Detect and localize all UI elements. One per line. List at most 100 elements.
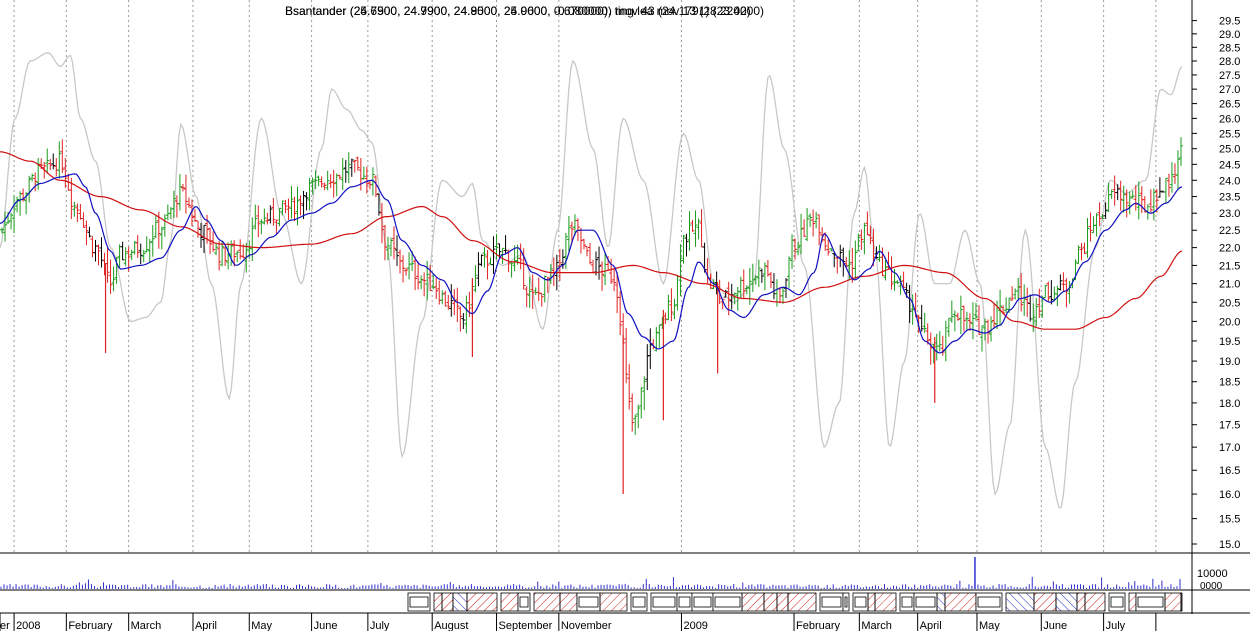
price-axis-label: 18.0 bbox=[1219, 398, 1240, 410]
price-bar bbox=[1166, 173, 1171, 197]
price-bar bbox=[180, 183, 185, 192]
event-strip-inner bbox=[977, 596, 1001, 608]
price-bar bbox=[979, 325, 984, 352]
price-bar bbox=[30, 173, 35, 182]
price-bar bbox=[147, 238, 152, 263]
event-strip-box bbox=[819, 592, 844, 612]
price-bar bbox=[530, 274, 535, 309]
event-strip-box bbox=[576, 592, 601, 612]
price-bar bbox=[162, 214, 167, 237]
month-label: 2009 bbox=[683, 620, 707, 631]
price-bar bbox=[482, 247, 487, 268]
price-bar bbox=[587, 242, 592, 265]
month-label: March bbox=[861, 620, 892, 631]
price-bar bbox=[672, 298, 677, 320]
event-strip-box bbox=[407, 592, 431, 612]
event-strip-box bbox=[1084, 592, 1106, 612]
price-axis-label: 27.5 bbox=[1219, 70, 1240, 82]
price-bar bbox=[1031, 303, 1036, 332]
price-bar bbox=[289, 186, 294, 219]
price-bar bbox=[687, 211, 692, 251]
price-axis-label: 15.0 bbox=[1219, 539, 1240, 551]
price-bar bbox=[732, 292, 737, 305]
price-bar bbox=[735, 286, 740, 311]
event-strip bbox=[407, 592, 1183, 612]
price-axis-label: 24.0 bbox=[1219, 175, 1240, 187]
price-bar bbox=[81, 212, 86, 228]
event-strip-box bbox=[944, 592, 977, 612]
price-bar bbox=[449, 284, 454, 317]
price-bar bbox=[518, 243, 523, 270]
event-strip-box bbox=[533, 592, 561, 612]
price-bar bbox=[826, 239, 831, 256]
price-bar bbox=[741, 269, 746, 300]
price-bar bbox=[1115, 184, 1120, 201]
price-bar bbox=[337, 174, 342, 180]
price-bar bbox=[60, 139, 65, 174]
price-bar bbox=[340, 157, 345, 191]
event-strip-box bbox=[599, 592, 628, 612]
price-bar bbox=[805, 208, 810, 242]
price-bar bbox=[72, 201, 77, 217]
price-bar bbox=[259, 219, 264, 235]
price-bar bbox=[395, 235, 400, 266]
price-bar bbox=[955, 312, 960, 321]
price-bar bbox=[1046, 281, 1051, 302]
month-label: er bbox=[0, 620, 10, 631]
price-bar bbox=[1109, 189, 1114, 199]
price-bar bbox=[624, 328, 629, 384]
price-bar bbox=[304, 192, 309, 211]
price-bar bbox=[919, 304, 924, 332]
event-strip-box bbox=[913, 592, 938, 612]
price-bar bbox=[542, 275, 547, 303]
event-strip-box bbox=[559, 592, 578, 612]
price-bar bbox=[262, 208, 267, 225]
price-bar bbox=[15, 196, 20, 213]
price-bar bbox=[256, 205, 261, 238]
event-strip-inner bbox=[821, 596, 842, 608]
price-bar bbox=[1175, 150, 1180, 190]
price-bar bbox=[581, 238, 586, 250]
price-bar bbox=[108, 259, 113, 294]
price-bar bbox=[937, 331, 942, 352]
price-bar bbox=[600, 261, 605, 291]
price-bar bbox=[639, 387, 644, 419]
price-bar bbox=[196, 220, 201, 238]
month-label: February bbox=[796, 620, 841, 631]
event-strip-box bbox=[1033, 592, 1057, 612]
price-bar bbox=[922, 312, 927, 334]
price-bar bbox=[491, 236, 496, 274]
price-bar bbox=[298, 195, 303, 216]
price-bar bbox=[1034, 298, 1039, 327]
price-bar bbox=[823, 232, 828, 251]
price-bar bbox=[796, 241, 801, 256]
price-bar bbox=[503, 235, 508, 255]
event-strip-inner bbox=[854, 596, 867, 608]
price-bar bbox=[214, 243, 219, 255]
price-bar bbox=[413, 256, 418, 291]
price-bar bbox=[1037, 288, 1042, 318]
price-bar bbox=[211, 231, 216, 252]
event-strip-inner bbox=[632, 596, 646, 608]
month-label: May bbox=[979, 620, 1000, 631]
price-axis-label: 21.0 bbox=[1219, 279, 1240, 291]
price-bar bbox=[1154, 188, 1159, 213]
price-axis-label: 19.5 bbox=[1219, 336, 1240, 348]
price-bar bbox=[642, 376, 647, 411]
price-bar bbox=[0, 227, 5, 234]
event-strip-box bbox=[691, 592, 714, 612]
price-bar bbox=[361, 166, 366, 180]
price-bar bbox=[319, 176, 324, 188]
price-bar bbox=[1016, 277, 1021, 300]
price-bar bbox=[280, 200, 285, 216]
price-bar bbox=[563, 233, 568, 270]
price-bar bbox=[1061, 272, 1066, 292]
event-strip-box bbox=[776, 592, 789, 612]
price-bar bbox=[223, 246, 228, 266]
mov-43-line bbox=[0, 151, 1183, 330]
price-bar bbox=[144, 236, 149, 253]
price-bar bbox=[1100, 214, 1105, 220]
price-bar bbox=[446, 294, 451, 310]
price-bar bbox=[1049, 280, 1054, 305]
price-bar bbox=[313, 170, 318, 190]
